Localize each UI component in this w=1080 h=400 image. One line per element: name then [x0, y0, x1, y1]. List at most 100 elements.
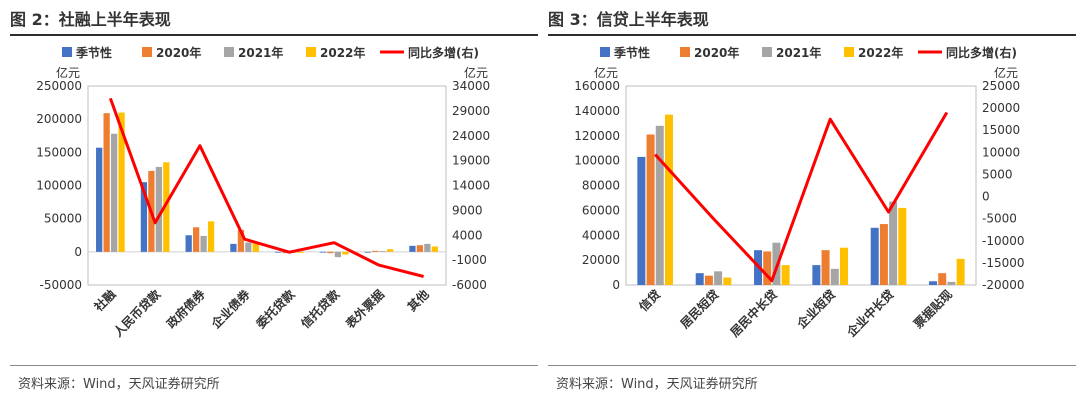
bar — [386, 249, 394, 252]
left-axis-tick: 20000 — [582, 253, 620, 267]
source-rule — [10, 365, 538, 366]
right-axis-tick: 10000 — [982, 145, 1020, 159]
bar — [424, 243, 431, 252]
title-rule — [548, 34, 1076, 36]
right-axis-tick: -1000 — [452, 253, 487, 267]
bar — [879, 224, 888, 285]
bar — [185, 235, 192, 252]
legend-swatch — [762, 47, 772, 57]
right-axis-tick: 25000 — [982, 79, 1020, 93]
bar — [695, 273, 704, 285]
bar — [364, 251, 371, 253]
bar — [372, 250, 379, 252]
plot-area — [625, 85, 977, 286]
bar — [898, 207, 907, 285]
panel-title: 图 3：信贷上半年表现 — [548, 10, 709, 29]
bar — [431, 246, 438, 252]
bar — [275, 251, 282, 253]
legend-label: 2022年 — [320, 45, 365, 60]
bar — [664, 114, 673, 285]
category-label: 票据贴现 — [910, 287, 955, 332]
bar — [938, 273, 947, 285]
bar — [327, 251, 334, 254]
left-axis-unit: 亿元 — [56, 65, 80, 80]
right-axis-tick: 9000 — [452, 203, 483, 217]
bar — [252, 243, 259, 252]
source-rule — [548, 365, 1076, 366]
line-series — [654, 111, 949, 283]
left-axis-unit: 亿元 — [594, 65, 618, 80]
left-axis-tick: -50000 — [39, 278, 82, 292]
bar — [96, 147, 103, 252]
category-label: 人民币贷款 — [110, 286, 164, 340]
right-axis-tick: -10000 — [982, 234, 1025, 248]
bar — [140, 182, 148, 252]
left-axis-tick: 60000 — [582, 203, 620, 217]
legend-label: 季节性 — [613, 45, 650, 60]
left-axis-tick: 100000 — [574, 154, 620, 168]
chart-credit: 季节性 2020年 2021年 2022年 同比多增(右) 亿元 亿元 0 20000 40000… — [574, 45, 1025, 340]
bar — [409, 245, 416, 252]
right-axis-tick: 0 — [982, 190, 990, 204]
bar — [781, 265, 790, 285]
left-axis-tick: 250000 — [36, 79, 82, 93]
legend-label: 2021年 — [238, 45, 283, 60]
bar — [155, 166, 162, 252]
left-axis-tick: 140000 — [574, 104, 620, 118]
bar — [319, 251, 327, 253]
category-label: 委托贷款 — [252, 286, 298, 332]
left-axis-tick: 160000 — [574, 79, 620, 93]
right-axis-tick: 14000 — [452, 179, 490, 193]
bar — [163, 162, 170, 252]
legend-swatch — [680, 47, 690, 57]
bar — [956, 258, 965, 285]
legend-label: 2021年 — [776, 45, 821, 60]
category-label: 居民中长贷 — [727, 287, 780, 340]
panel-credit: 图 3：信贷上半年表现 季节性 2020年 2021年 2022年 同比多增(右) 亿元 亿… — [548, 0, 1076, 400]
right-axis-tick: 15000 — [982, 123, 1020, 137]
bar — [379, 251, 386, 252]
left-axis-tick: 120000 — [574, 129, 620, 143]
bar — [763, 251, 772, 285]
left-axis-tick: 50000 — [44, 212, 82, 226]
right-axis-tick: 5000 — [982, 167, 1013, 181]
legend-label: 2020年 — [156, 45, 201, 60]
bar — [830, 268, 839, 285]
source-note: 资料来源：Wind，天风证券研究所 — [18, 377, 220, 392]
bar — [889, 201, 898, 285]
right-axis-tick: 29000 — [452, 104, 490, 118]
left-axis-tick: 0 — [74, 245, 82, 259]
right-axis-tick: 20000 — [982, 101, 1020, 115]
legend-swatch — [844, 47, 854, 57]
bar — [723, 277, 732, 285]
right-axis-tick: 19000 — [452, 154, 490, 168]
legend-label: 2022年 — [858, 45, 903, 60]
left-axis-tick: 100000 — [36, 179, 82, 193]
category-label: 企业短贷 — [793, 287, 838, 332]
right-axis-tick: -15000 — [982, 256, 1025, 270]
bar — [118, 112, 125, 252]
right-axis-unit: 亿元 — [464, 65, 488, 80]
legend-label: 2020年 — [694, 45, 739, 60]
left-axis-tick: 200000 — [36, 112, 82, 126]
bar — [230, 243, 237, 252]
legend-swatch — [306, 47, 316, 57]
legend-swatch — [62, 47, 72, 57]
legend-label: 同比多增(右) — [408, 45, 479, 60]
bar — [342, 251, 349, 255]
legend-swatch — [142, 47, 152, 57]
bar — [714, 271, 723, 285]
right-axis-tick: 24000 — [452, 129, 490, 143]
left-axis-tick: 150000 — [36, 145, 82, 159]
category-label: 信托贷款 — [298, 286, 343, 331]
bar — [839, 247, 848, 285]
legend-swatch — [600, 47, 610, 57]
bar — [200, 235, 207, 252]
category-label: 其他 — [404, 287, 432, 315]
bar — [947, 281, 956, 285]
panel-social-financing: 图 2：社融上半年表现 季节性 2020年 2021年 2022年 同比多增(右) 亿元 亿… — [10, 0, 538, 400]
category-label: 居民短贷 — [677, 287, 722, 332]
legend-label: 季节性 — [75, 45, 112, 60]
bar — [646, 134, 655, 285]
bar — [655, 125, 664, 285]
